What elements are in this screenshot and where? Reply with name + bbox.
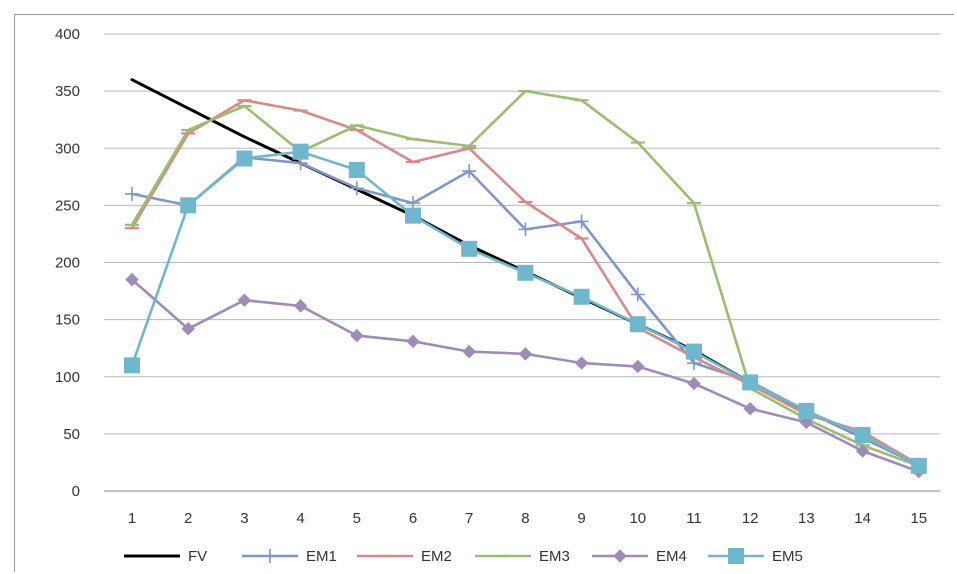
x-tick-label: 13 (798, 510, 815, 527)
series-markers (124, 90, 927, 479)
x-tick-label: 10 (629, 510, 646, 527)
data-point-em4 (293, 299, 308, 313)
x-tick-label: 14 (854, 510, 871, 527)
data-point-em5 (573, 288, 590, 305)
y-tick-label: 250 (55, 197, 80, 214)
legend-label-em2: EM2 (421, 548, 452, 565)
data-point-em4 (799, 415, 814, 430)
x-tick-label: 8 (521, 510, 529, 527)
legend-marker-em1 (263, 549, 277, 563)
chart-frame (14, 14, 954, 572)
legend-label-em1: EM1 (306, 548, 337, 565)
y-tick-label: 350 (55, 83, 80, 100)
legend-item-em3: EM3 (475, 548, 570, 565)
data-point-em5 (348, 161, 365, 178)
data-point-em4 (687, 376, 701, 391)
data-point-em1 (518, 222, 533, 237)
data-point-em4 (125, 272, 139, 287)
data-point-em1 (462, 164, 477, 179)
y-tick-label: 50 (63, 426, 80, 443)
y-tick-label: 200 (55, 255, 80, 272)
x-tick-label: 4 (296, 510, 304, 527)
y-axis-tick-labels: 0 50 100 150 200 250 300 350 400 (55, 26, 80, 500)
x-tick-label: 7 (465, 510, 473, 527)
x-tick-label: 12 (742, 510, 759, 527)
y-tick-label: 0 (72, 483, 80, 500)
data-point-em1 (574, 214, 589, 229)
x-tick-label: 3 (240, 510, 248, 527)
legend-label-em4: EM4 (656, 548, 687, 565)
x-tick-label: 5 (353, 510, 361, 527)
data-point-em4 (743, 402, 757, 416)
x-axis-tick-labels: 1 2 3 4 5 6 7 8 9 10 11 12 13 14 15 (128, 510, 927, 527)
x-tick-label: 15 (910, 510, 927, 527)
data-point-em5 (910, 457, 927, 474)
data-point-em4 (631, 359, 645, 374)
legend-item-em5: EM5 (708, 548, 803, 565)
x-tick-label: 2 (184, 510, 192, 527)
y-tick-label: 400 (55, 26, 80, 43)
data-point-em4 (574, 356, 589, 370)
data-point-em4 (237, 293, 252, 307)
legend-label-em5: EM5 (772, 548, 803, 565)
series-line-em4 (130, 278, 921, 473)
data-point-em1 (349, 181, 364, 196)
x-tick-label: 11 (686, 510, 702, 527)
legend-item-em2: EM2 (357, 548, 452, 565)
data-point-em4 (181, 322, 195, 336)
data-point-em4 (855, 444, 870, 458)
x-tick-label: 1 (128, 510, 136, 527)
data-point-em1 (125, 186, 139, 201)
legend-label-em3: EM3 (539, 548, 570, 565)
data-point-em5 (292, 143, 309, 160)
y-tick-label: 100 (55, 369, 80, 386)
data-point-em5 (405, 207, 421, 224)
legend-item-fv: FV (124, 548, 207, 565)
data-point-em5 (124, 357, 140, 374)
data-point-em5 (461, 240, 478, 257)
data-point-em4 (406, 334, 420, 349)
x-tick-label: 6 (409, 510, 417, 527)
legend-label-fv: FV (188, 548, 207, 565)
data-point-em4 (350, 328, 364, 343)
data-point-em5 (517, 264, 534, 281)
data-point-em5 (798, 403, 815, 420)
legend: FV EM1 EM2 EM3 EM4 EM5 (124, 548, 803, 565)
data-point-em4 (462, 344, 476, 359)
legend-item-em1: EM1 (242, 548, 337, 565)
data-point-em5 (236, 150, 253, 167)
data-point-em5 (180, 197, 197, 214)
data-point-em5 (742, 374, 759, 391)
legend-marker-em5 (728, 548, 744, 564)
legend-item-em4: EM4 (592, 548, 687, 565)
x-tick-label: 9 (577, 510, 585, 527)
data-point-em1 (630, 287, 645, 302)
data-point-em5 (686, 343, 702, 360)
y-tick-label: 300 (55, 140, 80, 157)
data-point-em4 (518, 347, 533, 361)
data-point-em5 (629, 316, 646, 333)
y-tick-label: 150 (55, 312, 80, 329)
data-point-em5 (854, 427, 871, 444)
legend-marker-em4 (613, 549, 627, 563)
grid-lines (104, 33, 940, 492)
